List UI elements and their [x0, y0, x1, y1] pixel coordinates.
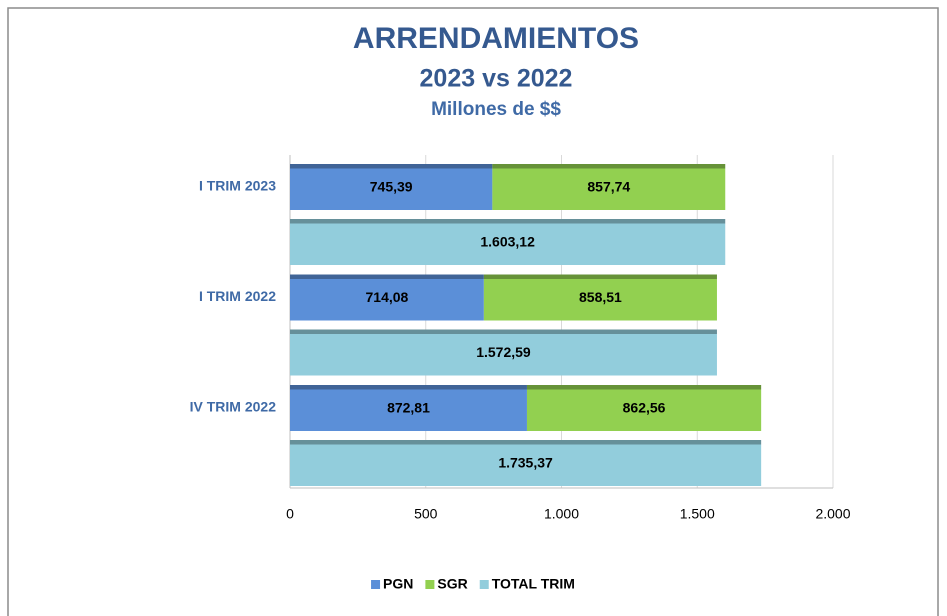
- bar: [290, 385, 527, 431]
- legend-swatch: [371, 580, 381, 589]
- data-label: 1.735,37: [498, 455, 553, 471]
- data-label: 1.572,59: [476, 344, 531, 360]
- legend-label: TOTAL TRIM: [492, 576, 575, 592]
- legend-label: PGN: [383, 576, 413, 592]
- bar: [290, 219, 726, 265]
- category-label: IV TRIM 2022: [190, 399, 277, 415]
- bar: [290, 329, 717, 376]
- chart-subtitle: 2023 vs 2022: [420, 65, 573, 93]
- bar: [290, 274, 484, 321]
- data-label: 1.603,12: [480, 234, 535, 250]
- legend-swatch: [425, 580, 435, 589]
- unit-label: Millones de $$: [431, 99, 561, 120]
- x-tick-label: 0: [286, 506, 294, 522]
- bar: [483, 274, 717, 321]
- bar: [290, 440, 762, 486]
- data-label: 714,08: [366, 289, 409, 305]
- x-tick-label: 500: [414, 506, 438, 522]
- bar: [290, 164, 493, 210]
- legend-label: SGR: [437, 576, 467, 592]
- x-tick-label: 1.000: [544, 506, 579, 522]
- category-label: I TRIM 2022: [199, 288, 276, 304]
- bar: [492, 164, 726, 210]
- category-label: I TRIM 2023: [199, 178, 276, 194]
- chart-title: ARRENDAMIENTOS: [353, 22, 639, 55]
- x-tick-label: 1.500: [680, 506, 715, 522]
- bar: [526, 385, 762, 431]
- legend: PGN SGR TOTAL TRIM: [371, 576, 575, 592]
- x-tick-label: 2.000: [815, 506, 850, 522]
- data-label: 745,39: [370, 179, 413, 195]
- data-label: 857,74: [587, 179, 630, 195]
- data-label: 872,81: [387, 400, 430, 416]
- data-label: 858,51: [579, 289, 622, 305]
- legend-swatch: [479, 580, 489, 589]
- data-label: 862,56: [623, 400, 666, 416]
